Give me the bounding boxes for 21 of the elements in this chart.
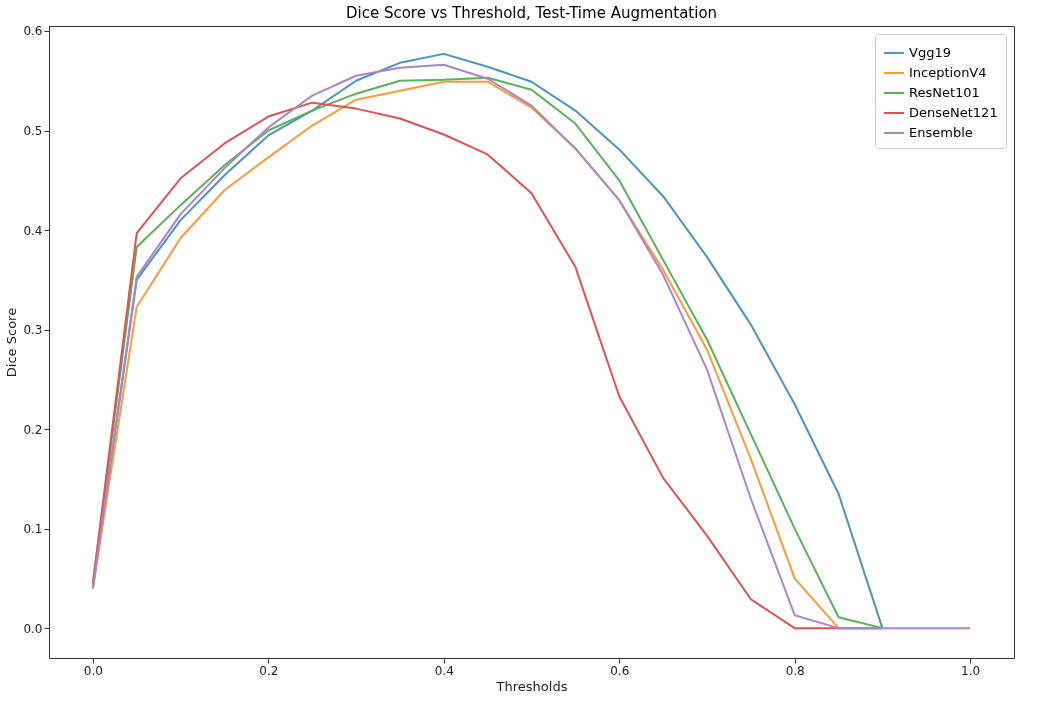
- x-tick-label: 0.6: [610, 663, 630, 678]
- y-tick-label: 0.1: [23, 522, 43, 537]
- y-tick-label: 0.2: [23, 422, 43, 437]
- legend-label: InceptionV4: [909, 65, 987, 80]
- x-tick-label: 0.8: [785, 663, 805, 678]
- legend-label: DenseNet121: [909, 105, 998, 120]
- legend-label: Vgg19: [909, 45, 951, 60]
- x-tick-label: 1.0: [961, 663, 981, 678]
- chart-title: Dice Score vs Threshold, Test-Time Augmentation: [345, 3, 718, 22]
- legend-label: Ensemble: [909, 125, 973, 140]
- x-tick-label: 0.4: [434, 663, 454, 678]
- x-axis-title: Thresholds: [495, 678, 568, 694]
- y-tick-label: 0.3: [23, 323, 43, 338]
- y-tick-label: 0.0: [23, 621, 43, 636]
- x-tick-label: 0.2: [259, 663, 279, 678]
- x-tick-label: 0.0: [83, 663, 103, 678]
- y-tick-label: 0.4: [23, 223, 43, 238]
- y-tick-label: 0.5: [23, 124, 43, 138]
- y-tick-label: 0.6: [23, 24, 43, 39]
- legend-label: ResNet101: [909, 85, 980, 100]
- y-axis-title: Dice Score: [4, 307, 20, 378]
